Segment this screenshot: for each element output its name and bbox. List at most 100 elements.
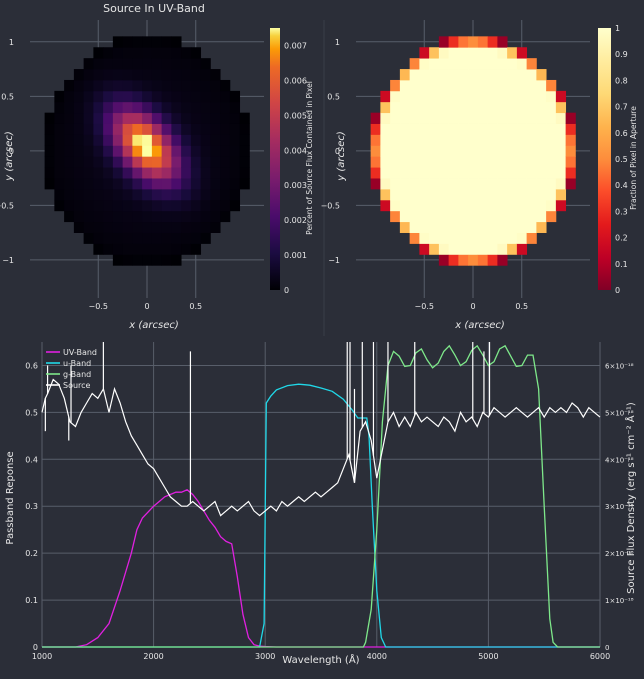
heatmap-cell (181, 210, 192, 223)
heatmap-cell (458, 79, 469, 92)
heatmap-cell (507, 210, 518, 223)
heatmap-cell (229, 156, 241, 168)
legend-label: Source (63, 381, 91, 390)
heatmap-cell (409, 123, 420, 135)
heatmap-cell (112, 243, 124, 255)
heatmap-cell (487, 254, 498, 266)
heatmap-cell (546, 101, 557, 114)
heatmap-cell (112, 254, 124, 266)
y-tick-label: 0.1 (25, 596, 38, 605)
heatmap-cell (200, 210, 211, 223)
heatmap-cell (516, 156, 528, 168)
heatmap-cell (181, 79, 192, 92)
heatmap-cell (142, 79, 153, 92)
heatmap-cell (546, 112, 557, 124)
heatmap-cell (93, 232, 104, 244)
heatmap-cell (229, 188, 241, 201)
heatmap-cell (171, 178, 182, 190)
colorbar-tick-label: 0.1 (615, 260, 628, 269)
colorbar-tick-label: 0.6 (615, 129, 628, 138)
heatmap-cell (171, 36, 182, 48)
heatmap-cell (171, 90, 182, 103)
heatmap-cell (83, 145, 94, 157)
colorbar-tick-label: 0.9 (615, 50, 628, 59)
y2-axis-ticks: 0 1×10⁻¹⁸ 2×10⁻¹⁸ 3×10⁻¹⁸ 4×10⁻¹⁸ 5×10⁻¹⁸ 6×10… (605, 362, 634, 652)
heatmap-cell (64, 178, 75, 190)
y-axis-ticks: 1 0.5 0 −0.5 −1 (321, 38, 340, 265)
heatmap-cell (516, 58, 528, 70)
heatmap-cell (565, 156, 576, 168)
heatmap-cell (468, 167, 479, 179)
heatmap-cell (142, 156, 153, 168)
heatmap-cell (239, 112, 250, 124)
heatmap-cell (181, 47, 192, 59)
heatmap-cell (497, 90, 508, 103)
heatmap-cell (161, 156, 172, 168)
heatmap-cell (429, 199, 440, 212)
heatmap-cell (409, 178, 420, 190)
heatmap-cell (507, 199, 518, 212)
heatmap-cell (516, 69, 528, 81)
heatmap-cell (73, 199, 85, 212)
heatmap-cell (171, 112, 182, 124)
heatmap-cell (409, 221, 420, 233)
heatmap-cell (83, 232, 94, 244)
heatmap-cell (419, 69, 430, 81)
heatmap-cell (122, 79, 133, 92)
heatmap-cell (546, 167, 557, 179)
colorbar-tick-label: 0.7 (615, 103, 628, 112)
heatmap-cell (487, 69, 498, 81)
heatmap-cell (64, 79, 75, 92)
colorbar-tick-label: 0.5 (615, 155, 628, 164)
colorbar-tick-label: 0.005 (284, 111, 307, 120)
heatmap-cell (151, 69, 163, 81)
heatmap-cell (103, 134, 114, 146)
heatmap-cell (171, 47, 182, 59)
heatmap-cell (151, 178, 163, 190)
heatmap-cell (44, 145, 55, 157)
heatmap-cell (555, 123, 567, 135)
heatmap-cell (399, 90, 411, 103)
heatmap-cell (468, 58, 479, 70)
heatmap-cell (468, 90, 479, 103)
heatmap-cell (122, 101, 133, 114)
heatmap-cell (507, 90, 518, 103)
heatmap-cell (507, 178, 518, 190)
heatmap-cell (468, 232, 479, 244)
heatmap-cell (190, 134, 202, 146)
heatmap-cell (546, 123, 557, 135)
heatmap-cell (210, 90, 221, 103)
heatmap-cell (210, 101, 221, 114)
heatmap-cell (419, 79, 430, 92)
y-tick-label: 1 (9, 38, 14, 47)
heatmap-cell (477, 156, 489, 168)
heatmap-cell (112, 123, 124, 135)
heatmap-cell (83, 156, 94, 168)
heatmap-cell (54, 101, 65, 114)
heatmap-cell (497, 69, 508, 81)
heatmap-cell (399, 123, 411, 135)
y-tick-label: 0.4 (25, 455, 38, 464)
heatmap-cell (171, 145, 182, 157)
heatmap-cell (487, 123, 498, 135)
heatmap-cell (142, 145, 153, 157)
heatmap-cell (390, 123, 401, 135)
heatmap-cell (161, 58, 172, 70)
heatmap-cell (487, 47, 498, 59)
heatmap-cell (448, 101, 459, 114)
heatmap-cell (122, 145, 133, 157)
heatmap-cell (112, 112, 124, 124)
heatmap-cell (555, 112, 567, 124)
heatmap-cell (83, 69, 94, 81)
heatmap-cell (200, 199, 211, 212)
heatmap-cell (54, 145, 65, 157)
colorbar-label: Fraction of Pixel in Aperture (629, 106, 638, 210)
heatmap-cell (73, 188, 85, 201)
heatmap-cell (132, 210, 143, 223)
heatmap-cell (44, 156, 55, 168)
heatmap-cell (181, 243, 192, 255)
heatmap-cell (64, 210, 75, 223)
heatmap-cell (399, 156, 411, 168)
heatmap-cell (73, 156, 85, 168)
heatmap-cell (151, 221, 163, 233)
